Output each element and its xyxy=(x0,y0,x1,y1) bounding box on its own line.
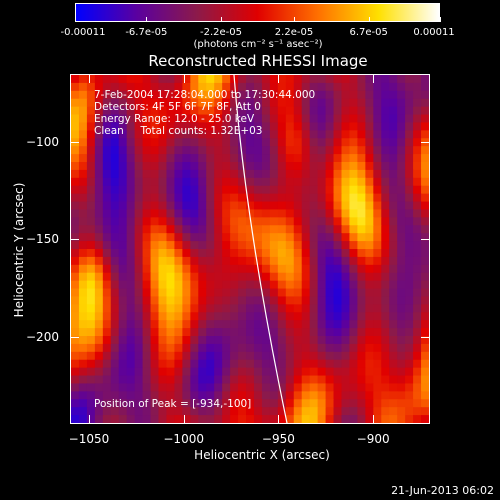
heatmap-cells xyxy=(71,75,429,423)
peak-position-text: Position of Peak = [-934,-100] xyxy=(94,398,252,410)
colorbar-unit-label: (photons cm⁻² s⁻¹ asec⁻²) xyxy=(193,39,323,50)
x-tick-mark xyxy=(278,75,280,83)
chart-title: Reconstructed RHESSI Image xyxy=(148,52,368,70)
solar-limb-line xyxy=(233,75,288,423)
colorbar xyxy=(75,3,440,22)
x-tick-label: −1050 xyxy=(68,432,110,446)
x-tick-mark xyxy=(88,75,90,83)
x-tick-mark xyxy=(183,415,185,423)
colorbar-tick-label: 0.00011 xyxy=(413,27,455,38)
x-tick-mark xyxy=(278,415,280,423)
colorbar-tick-mark xyxy=(75,17,76,22)
y-tick-label: −100 xyxy=(26,135,59,150)
colorbar-tick-label: -2.2e-05 xyxy=(200,27,242,38)
y-tick-mark xyxy=(71,336,79,338)
y-tick-mark xyxy=(421,336,429,338)
y-axis-label: Heliocentric Y (arcsec) xyxy=(12,182,26,318)
colorbar-tick-mark xyxy=(368,17,370,22)
heatmap-image xyxy=(71,75,429,423)
timestamp: 21-Jun-2013 06:02 xyxy=(391,484,494,497)
plot-area xyxy=(70,74,430,424)
energy-range-text: Energy Range: 12.0 - 25.0 keV xyxy=(94,113,255,125)
y-tick-mark xyxy=(71,142,79,144)
y-tick-label: −150 xyxy=(26,232,59,247)
detectors-text: Detectors: 4F 5F 6F 7F 8F, Att 0 xyxy=(94,101,261,113)
x-tick-mark xyxy=(183,75,185,83)
x-tick-label: −950 xyxy=(261,432,295,446)
colorbar-tick-mark xyxy=(294,17,295,22)
x-tick-mark xyxy=(373,415,375,423)
clean-counts-text: Clean Total counts: 1.32E+03 xyxy=(94,125,263,137)
colorbar-tick-label: 6.7e-05 xyxy=(349,27,388,38)
y-tick-mark xyxy=(71,239,79,241)
colorbar-tick-label: -6.7e-05 xyxy=(125,27,168,38)
colorbar-tick-label: 2.2e-05 xyxy=(274,27,314,38)
x-tick-label: −1000 xyxy=(163,432,204,446)
x-tick-label: −900 xyxy=(356,432,390,446)
colorbar-tick-label: -0.00011 xyxy=(60,27,106,38)
x-tick-mark xyxy=(88,415,90,423)
y-tick-mark xyxy=(421,239,429,241)
colorbar-tick-mark xyxy=(221,17,222,22)
y-tick-mark xyxy=(421,142,429,144)
x-tick-mark xyxy=(373,75,375,83)
x-axis-label: Heliocentric X (arcsec) xyxy=(194,448,330,462)
colorbar-tick-mark xyxy=(440,17,441,22)
colorbar-tick-mark xyxy=(146,17,148,22)
y-tick-label: −200 xyxy=(26,329,59,344)
time-range-text: 7-Feb-2004 17:28:04.000 to 17:30:44.000 xyxy=(94,89,316,101)
